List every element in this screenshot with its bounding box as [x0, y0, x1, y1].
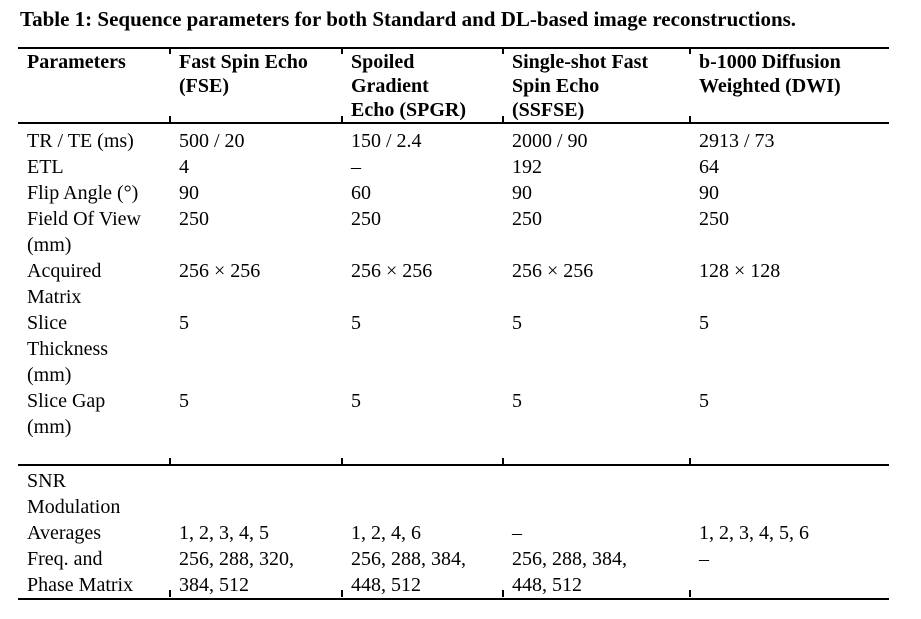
- table-cell: –: [690, 546, 889, 600]
- column-divider-tick: [341, 116, 343, 123]
- row-label: TR / TE (ms): [27, 130, 134, 152]
- row-label: Field Of View (mm): [27, 208, 141, 256]
- header-row: Parameters Fast Spin Echo (FSE) Spoiled …: [18, 47, 889, 124]
- row-label: Slice Gap (mm): [27, 390, 106, 438]
- table-row-flip-angle: Flip Angle (°) 90 60 90 90: [18, 180, 889, 206]
- row-label: Acquired Matrix: [27, 260, 102, 308]
- table-cell: 1, 2, 3, 4, 5, 6: [699, 522, 809, 544]
- table-row-slice-gap: Slice Gap (mm) 5 5 5 5: [18, 388, 889, 465]
- table-cell: 250: [699, 208, 729, 230]
- column-divider-tick: [502, 590, 504, 597]
- table-cell: 5: [699, 390, 709, 412]
- table-row-slice-thickness: Slice Thickness (mm) 5 5 5 5: [18, 310, 889, 388]
- table-cell-empty: [690, 464, 889, 520]
- table-cell: –: [351, 156, 361, 178]
- table-cell: 256 × 256: [351, 260, 433, 282]
- column-divider-tick: [169, 47, 171, 54]
- section-label-snr-modulation: SNR Modulation: [18, 464, 170, 520]
- column-header-ssfse: Single-shot Fast Spin Echo (SSFSE): [503, 47, 690, 124]
- table-cell-empty: [170, 464, 342, 520]
- table-cell: 90: [699, 182, 719, 204]
- row-label: Slice Thickness (mm): [27, 312, 109, 386]
- column-divider-tick: [689, 116, 691, 123]
- table-cell: 192: [512, 156, 542, 178]
- column-divider-tick: [341, 47, 343, 54]
- table-row-tr-te: TR / TE (ms) 500 / 20 150 / 2.4 2000 / 9…: [18, 123, 889, 154]
- table-cell-empty: [503, 464, 690, 520]
- table-cell: 256, 288, 384, 448, 512: [342, 546, 503, 600]
- column-header-dwi: b-1000 Diffusion Weighted (DWI): [690, 47, 889, 124]
- column-divider-tick: [169, 590, 171, 597]
- table-cell: 500 / 20: [179, 130, 245, 152]
- column-divider-tick: [689, 458, 691, 465]
- row-label: Averages: [27, 522, 102, 544]
- table-row-fov: Field Of View (mm) 250 250 250 250: [18, 206, 889, 258]
- table-cell: 250: [512, 208, 542, 230]
- table-cell: –: [512, 522, 522, 544]
- table-cell: 128 × 128: [699, 260, 781, 282]
- table-cell: 5: [512, 390, 522, 412]
- table-row-acquired-matrix: Acquired Matrix 256 × 256 256 × 256 256 …: [18, 258, 889, 310]
- table-cell: 5: [512, 312, 522, 334]
- table-cell: 90: [179, 182, 199, 204]
- row-label: Flip Angle (°): [27, 182, 139, 204]
- column-header-parameters: Parameters: [18, 47, 170, 124]
- table-cell: 5: [351, 312, 361, 334]
- column-divider-tick: [502, 458, 504, 465]
- table-cell: 256, 288, 320, 384, 512: [170, 546, 342, 600]
- column-divider-tick: [341, 458, 343, 465]
- column-divider-tick: [341, 590, 343, 597]
- table-cell: 256, 288, 384, 448, 512: [503, 546, 690, 600]
- column-divider-tick: [689, 590, 691, 597]
- column-divider-tick: [169, 116, 171, 123]
- sequence-parameters-table: Parameters Fast Spin Echo (FSE) Spoiled …: [18, 47, 889, 600]
- row-label: ETL: [27, 156, 64, 178]
- row-label: Freq. and Phase Matrix: [18, 546, 170, 600]
- table-cell: 64: [699, 156, 719, 178]
- table-cell: 256 × 256: [179, 260, 261, 282]
- table-cell: 250: [179, 208, 209, 230]
- table-cell-empty: [342, 464, 503, 520]
- table-row-etl: ETL 4 – 192 64: [18, 154, 889, 180]
- table-cell: 60: [351, 182, 371, 204]
- table-cell: 250: [351, 208, 381, 230]
- table-caption: Table 1: Sequence parameters for both St…: [20, 7, 797, 31]
- table-cell: 5: [351, 390, 361, 412]
- column-header-spgr: Spoiled Gradient Echo (SPGR): [342, 47, 503, 124]
- table-row-snr-modulation: SNR Modulation: [18, 464, 889, 520]
- table-cell: 1, 2, 4, 6: [351, 522, 421, 544]
- table-cell: 1, 2, 3, 4, 5: [179, 522, 269, 544]
- table-cell: 5: [179, 312, 189, 334]
- table-row-averages: Averages 1, 2, 3, 4, 5 1, 2, 4, 6 – 1, 2…: [18, 520, 889, 546]
- table-cell: 5: [179, 390, 189, 412]
- table-cell: 2000 / 90: [512, 130, 588, 152]
- table-cell: 90: [512, 182, 532, 204]
- column-divider-tick: [169, 458, 171, 465]
- column-divider-tick: [689, 47, 691, 54]
- table-cell: 256 × 256: [512, 260, 594, 282]
- table-cell: 2913 / 73: [699, 130, 775, 152]
- column-header-fse: Fast Spin Echo (FSE): [170, 47, 342, 124]
- table-row-freq-phase-matrix: Freq. and Phase Matrix 256, 288, 320, 38…: [18, 546, 889, 600]
- column-divider-tick: [502, 116, 504, 123]
- table-cell: 150 / 2.4: [351, 130, 422, 152]
- column-divider-tick: [502, 47, 504, 54]
- table-cell: 5: [699, 312, 709, 334]
- table-cell: 4: [179, 156, 189, 178]
